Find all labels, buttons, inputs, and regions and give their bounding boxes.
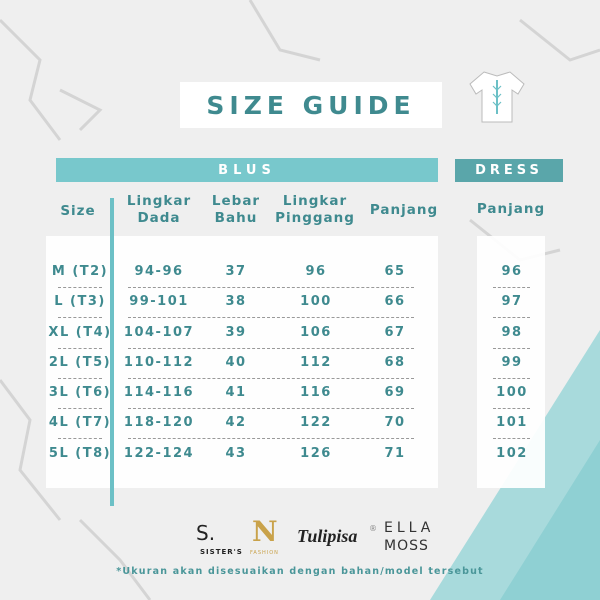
dress-cell: 101 [496, 415, 528, 430]
size-label: 5L (T8) [48, 446, 112, 461]
row-divider [493, 317, 530, 318]
header-dress-panjang: Panjang [476, 201, 546, 217]
table-cell: 112 [300, 355, 332, 370]
row-divider [128, 438, 414, 439]
table-cell: 68 [384, 355, 406, 370]
table-cell: 116 [300, 385, 332, 400]
table-cell: 100 [300, 294, 332, 309]
row-divider [58, 438, 102, 439]
logo-ella: ELLA [384, 520, 435, 536]
table-cell: 66 [384, 294, 406, 309]
header-line: Lebar [211, 193, 261, 209]
footnote: *Ukuran akan disesuaikan dengan bahan/mo… [116, 566, 484, 577]
table-cell: 126 [300, 446, 332, 461]
table-cell: 122 [300, 415, 332, 430]
row-divider [493, 408, 530, 409]
table-cell: 67 [384, 325, 406, 340]
table-cell: 104-107 [123, 325, 195, 340]
row-divider [128, 317, 414, 318]
row-divider [128, 348, 414, 349]
size-label: XL (T4) [48, 325, 112, 340]
dress-cell: 100 [496, 385, 528, 400]
row-divider [493, 378, 530, 379]
row-divider [58, 348, 102, 349]
table-cell: 71 [384, 446, 406, 461]
table-cell: 70 [384, 415, 406, 430]
page-title: SIZE GUIDE [180, 82, 442, 128]
row-divider [58, 287, 102, 288]
table-cell: 39 [225, 325, 247, 340]
row-divider [58, 378, 102, 379]
dress-cell: 99 [501, 355, 523, 370]
dress-section-header: DRESS [455, 159, 563, 182]
size-label: 3L (T6) [48, 385, 112, 400]
table-cell: 106 [300, 325, 332, 340]
header-line: Size [60, 203, 96, 219]
column-divider [110, 198, 114, 506]
header-lingkar-dada: Lingkar Dada [127, 193, 191, 227]
dress-table-panel [477, 236, 545, 488]
row-divider [58, 408, 102, 409]
size-label: 4L (T7) [48, 415, 112, 430]
logo-n2: N [252, 515, 278, 548]
table-cell: 110-112 [123, 355, 195, 370]
table-cell: 65 [384, 264, 406, 279]
header-line: Pinggang [275, 210, 355, 226]
logo-sisters-text: SISTER'S [200, 548, 243, 556]
row-divider [493, 348, 530, 349]
table-cell: 43 [225, 446, 247, 461]
dress-cell: 102 [496, 446, 528, 461]
header-line: Bahu [214, 210, 258, 226]
table-cell: 41 [225, 385, 247, 400]
header-line: Dada [137, 210, 181, 226]
shirt-icon [469, 71, 525, 123]
size-label: 2L (T5) [48, 355, 112, 370]
row-divider [493, 287, 530, 288]
size-label: M (T2) [51, 264, 109, 279]
row-divider [58, 317, 102, 318]
row-divider [493, 438, 530, 439]
table-cell: 42 [225, 415, 247, 430]
logo-n2-text: FASHION [250, 550, 279, 556]
dress-cell: 97 [501, 294, 523, 309]
header-line: Lingkar [282, 193, 348, 209]
row-divider [128, 287, 414, 288]
logo-tulipisa: Tulipisa [297, 526, 358, 546]
header-lebar-bahu: Lebar Bahu [212, 193, 260, 227]
header-panjang: Panjang [370, 202, 438, 219]
table-cell: 69 [384, 385, 406, 400]
table-cell: 99-101 [129, 294, 189, 309]
header-line: Lingkar [126, 193, 192, 209]
table-cell: 114-116 [123, 385, 195, 400]
header-size: Size [60, 203, 95, 220]
row-divider [128, 378, 414, 379]
dress-cell: 96 [501, 264, 523, 279]
table-cell: 96 [305, 264, 327, 279]
table-cell: 38 [225, 294, 247, 309]
table-cell: 122-124 [123, 446, 195, 461]
row-divider [128, 408, 414, 409]
table-cell: 118-120 [123, 415, 195, 430]
dress-cell: 98 [501, 325, 523, 340]
logo-moss: MOSS [384, 538, 429, 554]
table-cell: 94-96 [134, 264, 184, 279]
table-cell: 37 [225, 264, 247, 279]
logo-sisters: S. [196, 521, 216, 545]
header-lingkar-pinggang: Lingkar Pinggang [275, 193, 355, 227]
header-line: Panjang [369, 202, 439, 218]
registered-mark: ® [369, 524, 377, 533]
blus-section-header: BLUS [56, 158, 438, 182]
table-cell: 40 [225, 355, 247, 370]
size-label: L (T3) [54, 294, 106, 309]
